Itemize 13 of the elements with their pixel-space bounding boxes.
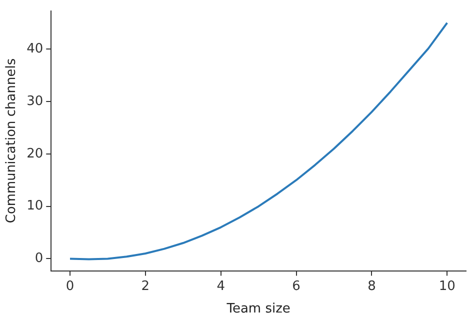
- x-tick-label: 6: [292, 278, 300, 294]
- x-tick-label: 4: [216, 278, 225, 294]
- x-tick-label: 10: [438, 278, 456, 294]
- x-tick-label: 8: [368, 278, 376, 294]
- y-tick-label: 40: [26, 41, 44, 56]
- y-tick-label: 10: [26, 198, 44, 214]
- y-tick-label: 20: [26, 146, 44, 162]
- y-axis-title: Communication channels: [4, 58, 20, 224]
- x-tick-label: 2: [141, 278, 150, 294]
- y-tick-label: 30: [26, 94, 44, 109]
- x-tick-label: 0: [66, 278, 74, 294]
- x-axis-title: Team size: [226, 302, 290, 317]
- y-tick-label: 0: [34, 251, 44, 266]
